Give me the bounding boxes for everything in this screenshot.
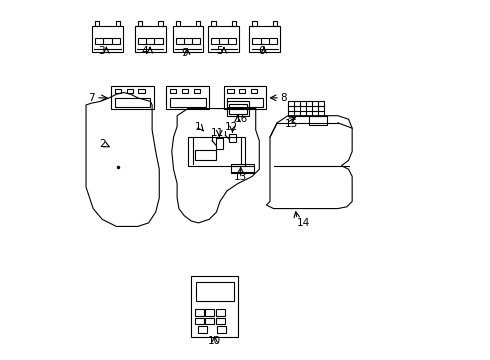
- Bar: [135, 26, 166, 52]
- Bar: [229, 104, 247, 114]
- Bar: [216, 309, 224, 316]
- Bar: [175, 21, 180, 26]
- Bar: [309, 116, 327, 125]
- Bar: [194, 89, 200, 93]
- Bar: [288, 102, 323, 116]
- Text: 13: 13: [234, 172, 247, 182]
- Text: 11: 11: [211, 128, 224, 138]
- Bar: [111, 86, 154, 109]
- Bar: [231, 164, 254, 173]
- Text: 1: 1: [195, 122, 202, 132]
- Bar: [158, 21, 163, 26]
- Bar: [205, 309, 214, 316]
- Bar: [227, 98, 263, 107]
- Bar: [252, 21, 257, 26]
- Bar: [182, 89, 188, 93]
- Bar: [216, 138, 223, 149]
- Bar: [196, 282, 234, 301]
- Bar: [115, 98, 150, 107]
- Text: 15: 15: [285, 118, 298, 129]
- Text: 6: 6: [258, 46, 265, 57]
- Bar: [198, 327, 207, 333]
- Text: 5: 5: [217, 46, 223, 57]
- Text: 10: 10: [208, 336, 221, 346]
- Bar: [272, 21, 277, 26]
- Bar: [227, 102, 248, 116]
- Bar: [95, 21, 99, 26]
- Bar: [211, 38, 236, 44]
- Bar: [252, 38, 277, 44]
- Bar: [92, 26, 122, 52]
- Bar: [216, 318, 224, 324]
- Bar: [188, 137, 245, 166]
- Bar: [218, 327, 226, 333]
- Bar: [227, 89, 234, 93]
- Bar: [126, 89, 133, 93]
- Bar: [239, 89, 245, 93]
- Bar: [95, 38, 120, 44]
- Bar: [223, 86, 267, 109]
- Bar: [139, 89, 145, 93]
- Text: 2: 2: [99, 139, 105, 149]
- Bar: [229, 134, 236, 143]
- Bar: [172, 26, 203, 52]
- Text: 7: 7: [88, 93, 94, 103]
- Bar: [167, 86, 209, 109]
- Bar: [170, 89, 176, 93]
- Bar: [195, 309, 204, 316]
- Bar: [205, 318, 214, 324]
- Bar: [175, 38, 200, 44]
- Bar: [195, 150, 217, 160]
- Bar: [115, 89, 121, 93]
- Text: 14: 14: [297, 218, 310, 228]
- Bar: [138, 38, 163, 44]
- Text: 9: 9: [181, 48, 188, 58]
- Bar: [249, 26, 280, 52]
- Bar: [211, 21, 216, 26]
- Bar: [138, 21, 142, 26]
- Text: 4: 4: [142, 46, 148, 57]
- Bar: [192, 276, 238, 337]
- Bar: [170, 98, 206, 107]
- Bar: [196, 21, 200, 26]
- Bar: [232, 21, 236, 26]
- Text: 16: 16: [235, 114, 248, 124]
- Bar: [195, 318, 204, 324]
- Text: 8: 8: [281, 93, 287, 103]
- Bar: [116, 21, 120, 26]
- Bar: [251, 89, 257, 93]
- Text: 3: 3: [98, 46, 104, 57]
- Text: 12: 12: [225, 122, 238, 132]
- Bar: [208, 26, 239, 52]
